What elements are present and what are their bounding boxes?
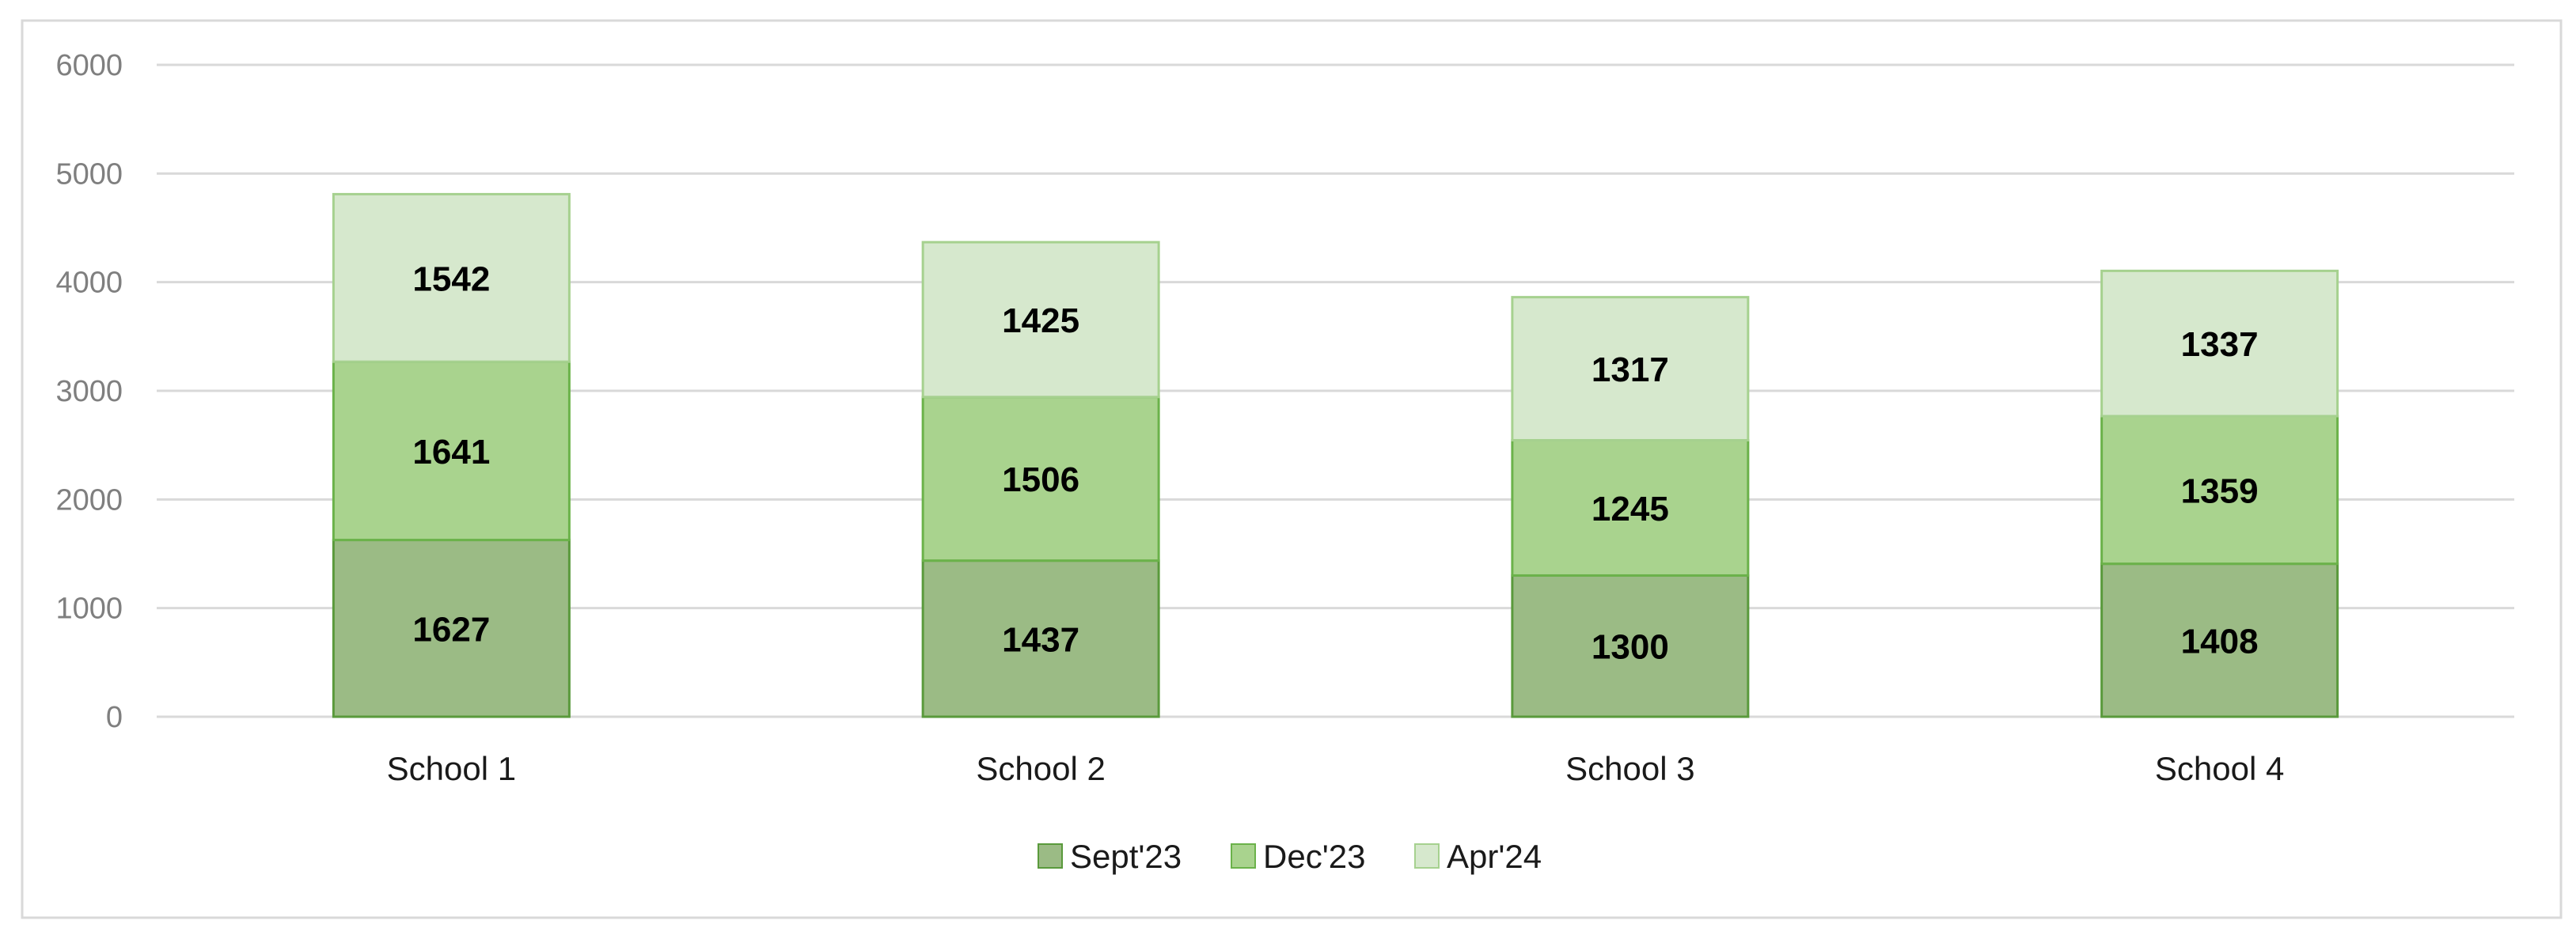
data-label: 1317	[1592, 350, 1669, 389]
y-tick-label: 5000	[55, 157, 123, 191]
y-axis-tick-labels: 0 1000 2000 3000 4000 5000 6000	[55, 49, 123, 734]
legend-label-1: Sept'23	[1070, 838, 1182, 875]
bars: 1627 1641 1542 1437 1506 1425 1300 1245 1317 1408…	[332, 192, 2339, 718]
legend-label-3: Apr'24	[1447, 838, 1542, 875]
legend: Sept'23 Dec'23 Apr'24	[1038, 838, 1542, 875]
data-label: 1359	[2181, 472, 2259, 510]
x-category-label: School 3	[1565, 750, 1694, 787]
legend-label-2: Dec'23	[1263, 838, 1365, 875]
data-label: 1437	[1002, 620, 1079, 659]
data-label: 1506	[1002, 460, 1079, 499]
legend-swatch-1	[1038, 843, 1063, 869]
bar-4-series-1	[2100, 562, 2339, 718]
bar-3-series-1	[1511, 574, 1750, 718]
data-label: 1627	[412, 610, 490, 649]
bar-4-series-2	[2100, 415, 2339, 566]
y-tick-label: 4000	[55, 267, 123, 300]
data-label: 1408	[2181, 622, 2259, 661]
legend-swatch-3	[1414, 843, 1440, 869]
data-label: 1542	[412, 259, 490, 298]
y-tick-label: 1000	[55, 593, 123, 626]
x-category-label: School 4	[2155, 750, 2284, 787]
legend-swatch-2	[1231, 843, 1256, 869]
y-tick-label: 6000	[55, 49, 123, 82]
bar-3-series-2	[1511, 438, 1750, 577]
bar-2-series-3	[921, 240, 1160, 399]
bar-3-series-3	[1511, 296, 1750, 441]
y-tick-label: 3000	[55, 375, 123, 408]
x-category-label: School 1	[387, 750, 516, 787]
x-category-label: School 2	[976, 750, 1105, 787]
bar-4-series-3	[2100, 269, 2339, 418]
y-tick-label: 0	[106, 701, 123, 734]
bar-1-series-2	[332, 360, 571, 542]
data-label: 1245	[1592, 490, 1669, 528]
data-label: 1641	[412, 433, 490, 472]
x-axis-category-labels: School 1 School 2 School 3 School 4	[387, 750, 2285, 787]
data-label: 1425	[1002, 301, 1079, 340]
y-tick-label: 2000	[55, 483, 123, 517]
bar-1-series-3	[332, 192, 571, 363]
bar-1-series-1	[332, 539, 571, 718]
data-label: 1337	[2181, 325, 2259, 364]
bar-2-series-1	[921, 559, 1160, 718]
data-label: 1300	[1592, 628, 1669, 667]
